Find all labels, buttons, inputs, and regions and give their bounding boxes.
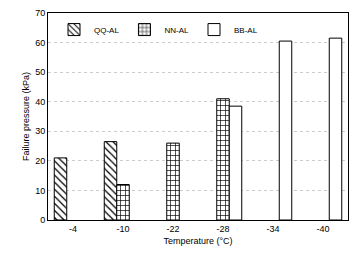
- svg-text:30: 30: [35, 126, 45, 136]
- svg-text:BB-AL: BB-AL: [234, 26, 258, 35]
- svg-text:-40: -40: [316, 224, 329, 234]
- svg-text:Failure pressure (kPa): Failure pressure (kPa): [21, 72, 31, 161]
- svg-text:20: 20: [35, 156, 45, 166]
- svg-text:60: 60: [35, 38, 45, 48]
- svg-text:QQ-AL: QQ-AL: [94, 26, 119, 35]
- svg-text:70: 70: [35, 8, 45, 18]
- svg-text:Temperature (°C): Temperature (°C): [163, 236, 232, 246]
- svg-text:-28: -28: [216, 224, 229, 234]
- svg-text:0: 0: [40, 215, 45, 225]
- svg-text:-22: -22: [166, 224, 179, 234]
- svg-text:10: 10: [35, 186, 45, 196]
- svg-text:-10: -10: [116, 224, 129, 234]
- svg-text:50: 50: [35, 67, 45, 77]
- svg-text:-4: -4: [69, 224, 77, 234]
- svg-text:-34: -34: [266, 224, 279, 234]
- svg-text:NN-AL: NN-AL: [164, 26, 189, 35]
- svg-text:40: 40: [35, 97, 45, 107]
